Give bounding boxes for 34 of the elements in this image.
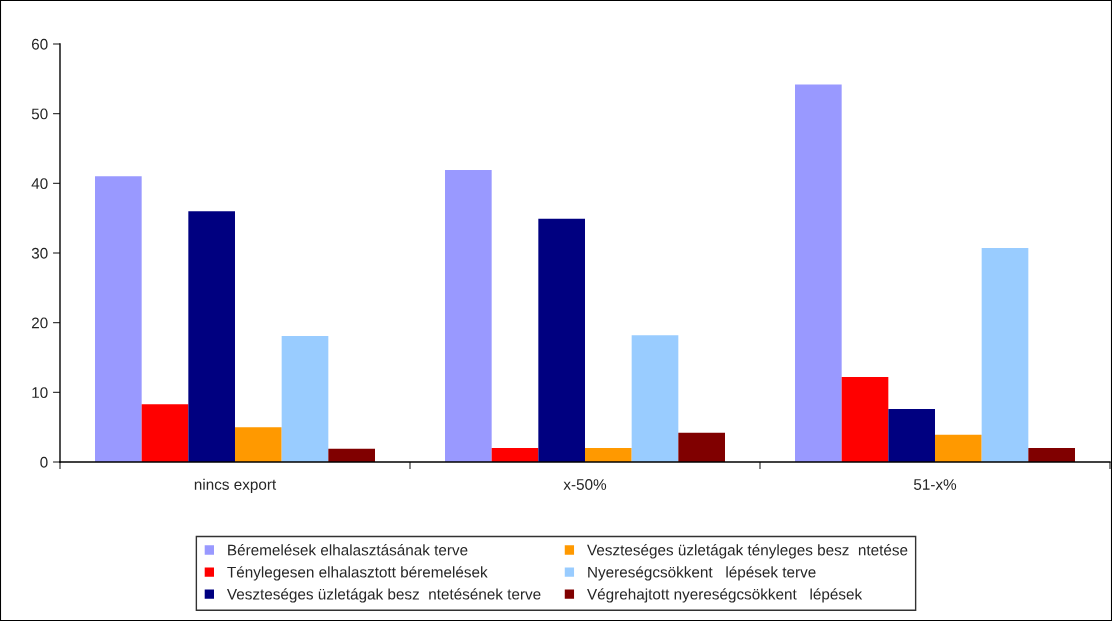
bar	[795, 84, 842, 462]
bar	[888, 409, 935, 462]
legend-label: Veszteséges üzletágak besz ntetésének terve	[226, 588, 541, 603]
y-tick-label: 50	[31, 108, 48, 120]
bar	[585, 448, 632, 462]
bar	[935, 434, 982, 462]
y-tick-label: 20	[31, 317, 48, 329]
bar	[538, 218, 585, 462]
x-tick-label: x-50%	[563, 479, 607, 490]
bar	[328, 448, 375, 462]
x-tick-label: nincs export	[194, 478, 277, 493]
bar	[281, 335, 329, 462]
legend-label: Ténylegesen elhalasztott béremelések	[227, 566, 488, 581]
x-tick-label: 51-x%	[913, 479, 957, 490]
y-tick-label: 40	[31, 178, 48, 190]
bar	[678, 432, 725, 462]
bar	[445, 170, 492, 462]
bar	[491, 448, 539, 462]
bar	[141, 404, 189, 462]
bar	[95, 176, 142, 462]
bar	[1028, 448, 1075, 462]
y-tick-label: 0	[40, 456, 48, 468]
y-tick-label: 30	[31, 247, 48, 259]
legend-label: Nyereségcsökkent lépések terve	[588, 566, 816, 581]
legend-label: Béremelések elhalasztásának terve	[228, 544, 468, 556]
y-tick-label: 60	[31, 38, 48, 50]
bar	[235, 427, 282, 462]
legend-label: Veszteséges üzletágak tényleges besz ntetése	[587, 544, 908, 559]
bar	[841, 377, 889, 462]
legend-label: Végrehajtott nyereségcsökkent lépések	[587, 588, 863, 603]
y-tick-label: 10	[32, 387, 48, 399]
bar	[188, 211, 235, 462]
bar	[631, 335, 679, 462]
bar	[981, 248, 1029, 462]
